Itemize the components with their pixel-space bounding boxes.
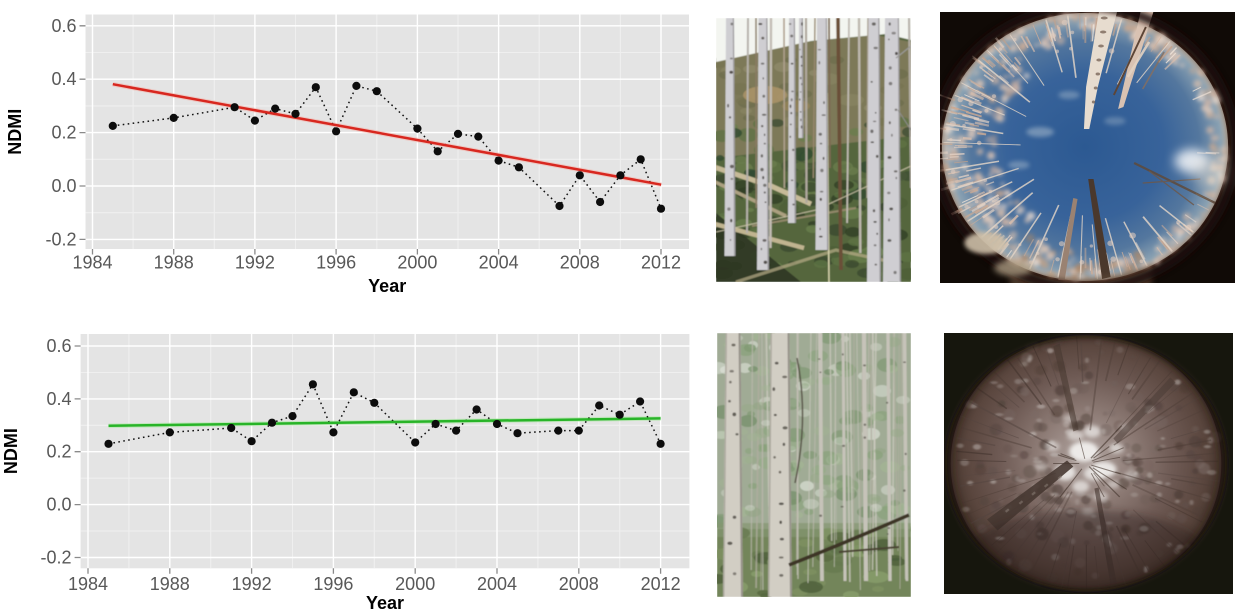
svg-text:NDMI: NDMI: [1, 428, 21, 474]
svg-text:1996: 1996: [313, 574, 353, 594]
svg-text:1996: 1996: [316, 253, 356, 273]
svg-text:-0.2: -0.2: [40, 548, 71, 568]
svg-text:1988: 1988: [154, 253, 194, 273]
svg-text:1984: 1984: [68, 574, 108, 594]
svg-text:Year: Year: [366, 593, 404, 613]
svg-text:NDMI: NDMI: [5, 109, 25, 155]
svg-text:-0.2: -0.2: [45, 229, 76, 249]
svg-text:2008: 2008: [559, 574, 599, 594]
svg-text:1992: 1992: [235, 253, 275, 273]
svg-text:0.4: 0.4: [51, 69, 76, 89]
svg-text:0.0: 0.0: [46, 495, 71, 515]
svg-text:2004: 2004: [477, 574, 517, 594]
svg-text:0.4: 0.4: [46, 389, 71, 409]
svg-text:0.6: 0.6: [46, 336, 71, 356]
svg-text:1992: 1992: [232, 574, 272, 594]
svg-text:0.0: 0.0: [51, 176, 76, 196]
svg-text:0.2: 0.2: [46, 442, 71, 462]
svg-text:Year: Year: [368, 276, 406, 296]
svg-text:2008: 2008: [560, 253, 600, 273]
svg-text:1984: 1984: [72, 253, 112, 273]
svg-text:0.2: 0.2: [51, 123, 76, 143]
svg-text:2004: 2004: [479, 253, 519, 273]
svg-text:2012: 2012: [641, 574, 681, 594]
svg-text:2012: 2012: [641, 253, 681, 273]
svg-text:1988: 1988: [150, 574, 190, 594]
svg-text:0.6: 0.6: [51, 16, 76, 36]
svg-text:2000: 2000: [395, 574, 435, 594]
svg-text:2000: 2000: [397, 253, 437, 273]
